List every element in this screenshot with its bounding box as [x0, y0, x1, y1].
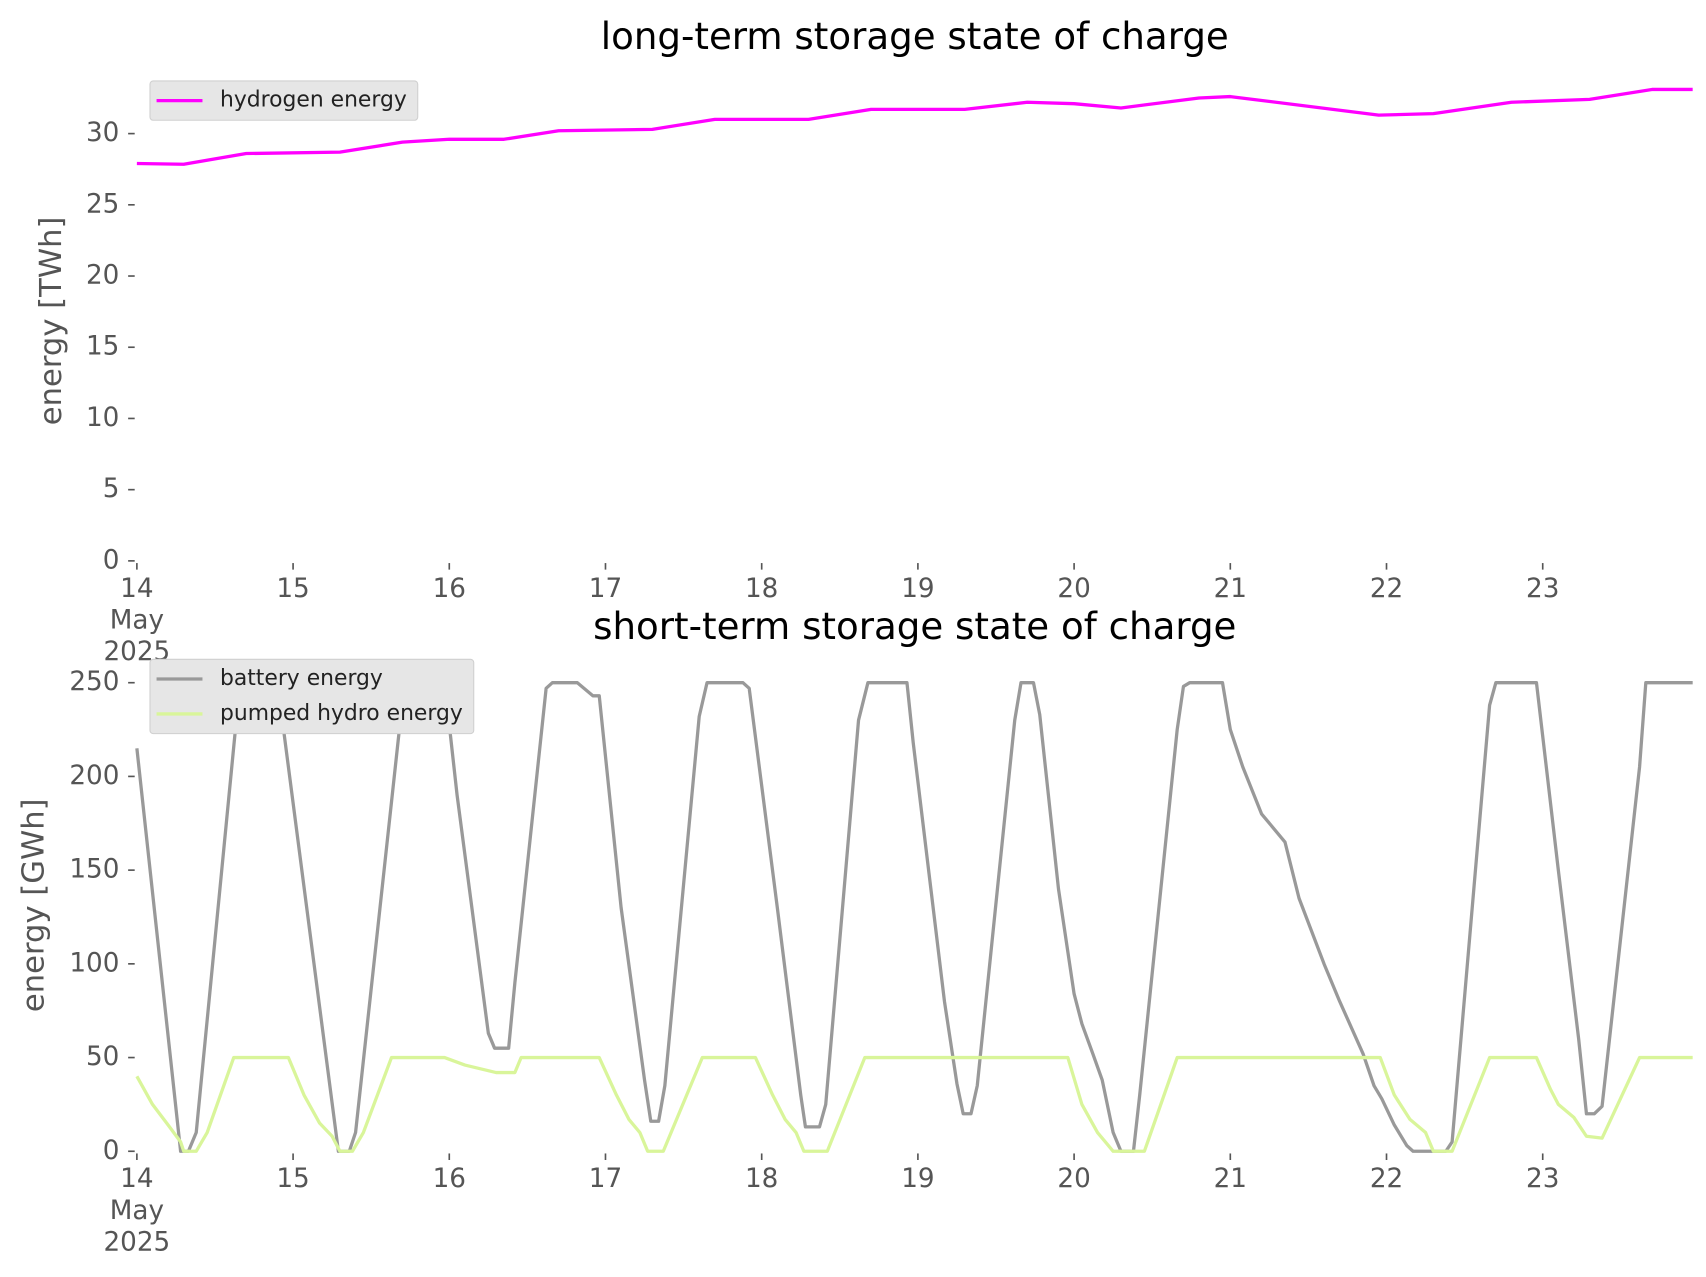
- x-tick-label: 22: [1370, 574, 1403, 604]
- y-tick-label: 20: [86, 261, 119, 291]
- y-tick-label: 0: [103, 1136, 120, 1166]
- legend-label: hydrogen energy: [220, 88, 407, 113]
- x-tick-label: 17: [589, 1164, 622, 1194]
- x-tick-label: 15: [276, 1164, 309, 1194]
- x-tick-label: 14: [120, 1164, 153, 1194]
- x-tick-label: 18: [745, 574, 778, 604]
- y-tick-label: 15: [86, 332, 119, 362]
- legend: [149, 658, 475, 735]
- x-tick-label: 20: [1057, 574, 1090, 604]
- data-line: [135, 1055, 1693, 1153]
- y-tick-label: 10: [86, 403, 119, 433]
- x-tick-sublabel: 2025: [104, 1228, 171, 1258]
- y-axis-label: energy [GWh]: [17, 798, 52, 1012]
- data-line: [135, 681, 1693, 1153]
- y-tick-label: 100: [69, 948, 119, 978]
- legend-label: pumped hydro energy: [220, 701, 463, 726]
- x-tick-label: 21: [1214, 1164, 1247, 1194]
- chart-title: short-term storage state of charge: [593, 604, 1236, 648]
- y-tick-label: 250: [69, 667, 119, 697]
- x-tick-label: 14: [120, 574, 153, 604]
- x-tick-sublabel: May: [110, 606, 164, 636]
- x-tick-label: 18: [745, 1164, 778, 1194]
- y-tick-label: 0: [103, 545, 120, 575]
- x-tick-sublabel: May: [110, 1196, 164, 1226]
- y-tick-label: 200: [69, 761, 119, 791]
- y-tick-label: 25: [86, 189, 119, 219]
- y-tick-label: 50: [86, 1042, 119, 1072]
- x-tick-label: 17: [589, 574, 622, 604]
- x-tick-label: 15: [276, 574, 309, 604]
- y-tick-label: 30: [86, 118, 119, 148]
- x-tick-label: 20: [1057, 1164, 1090, 1194]
- x-tick-label: 23: [1526, 574, 1559, 604]
- y-tick-label: 150: [69, 855, 119, 885]
- x-tick-label: 22: [1370, 1164, 1403, 1194]
- x-tick-label: 19: [901, 574, 934, 604]
- legend: [149, 80, 419, 121]
- x-tick-label: 16: [433, 574, 466, 604]
- chart-title: long-term storage state of charge: [601, 14, 1229, 58]
- x-tick-label: 23: [1526, 1164, 1559, 1194]
- y-axis-label: energy [TWh]: [34, 217, 69, 426]
- y-tick-label: 5: [103, 474, 120, 504]
- legend-label: battery energy: [220, 666, 383, 691]
- data-line: [136, 87, 1693, 166]
- x-tick-label: 21: [1214, 574, 1247, 604]
- x-tick-label: 19: [901, 1164, 934, 1194]
- x-tick-label: 16: [433, 1164, 466, 1194]
